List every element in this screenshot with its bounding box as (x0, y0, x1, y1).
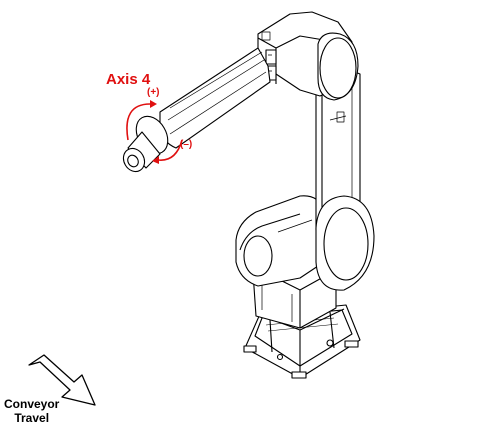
rotation-minus-arrow (157, 139, 183, 161)
arrow-down-right-icon (28, 354, 96, 406)
rotation-plus-arrow (126, 103, 151, 141)
axis4-label: Axis 4 (106, 71, 151, 88)
robot-wrist (122, 115, 169, 173)
conveyor-label-line2: Travel (14, 411, 50, 425)
conveyor-label-line1: Conveyor (4, 397, 60, 411)
curved-arrow-icon (152, 156, 159, 164)
axis4-rotation-arrows (126, 100, 183, 164)
robot-joint2-cover (315, 195, 375, 291)
conveyor-arrow (28, 354, 96, 406)
robot-shoulder (235, 195, 325, 287)
robot-base (243, 304, 361, 379)
curved-arrow-icon (150, 100, 157, 108)
robot-forearm (159, 47, 271, 149)
axis4-negative-label: (–) (180, 139, 193, 150)
conveyor-travel-label: Conveyor Travel (4, 397, 59, 425)
robot-joint3-cover (317, 32, 359, 101)
axis4-positive-label: (+) (147, 87, 160, 98)
